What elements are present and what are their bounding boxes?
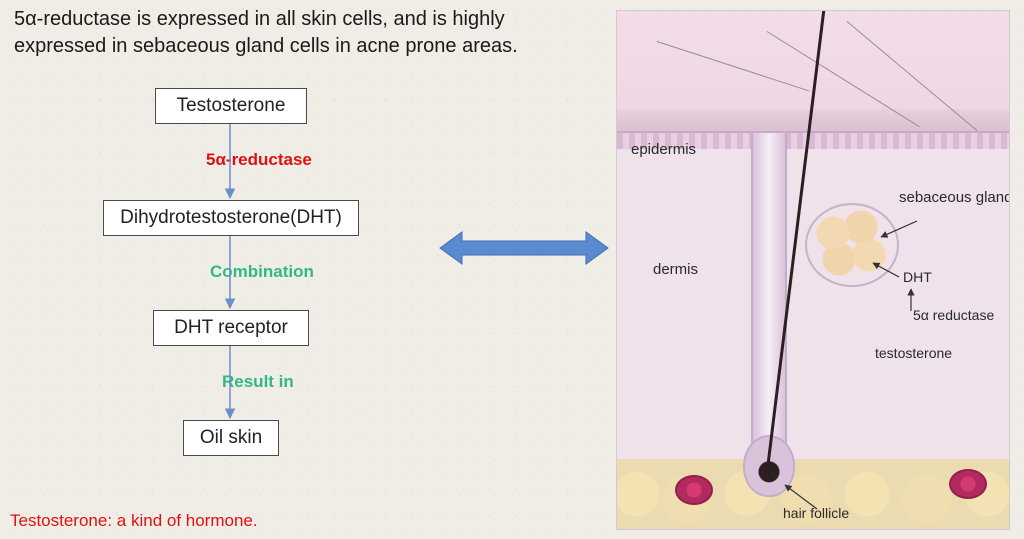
label-hair-follicle: hair follicle [783,505,849,521]
intro-text: 5α-reductase is expressed in all skin ce… [14,6,574,60]
skin-diagram: epidermis dermis sebaceous gland DHT 5α … [616,10,1010,530]
cell-shape [675,475,713,505]
label-testosterone: testosterone [875,345,952,361]
label-dermis: dermis [653,261,698,278]
footnote-text: Testosterone: a kind of hormone. [10,511,258,531]
flow-node-dht: Dihydrotestosterone(DHT) [103,200,359,236]
label-dht: DHT [903,269,932,285]
flow-node-testosterone: Testosterone [155,88,307,124]
hair-follicle [737,131,797,501]
label-sebaceous: sebaceous gland [899,189,1010,206]
cell-shape [949,469,987,499]
flow-node-dht-receptor: DHT receptor [153,310,309,346]
edge-label-result: Result in [222,372,294,392]
sebaceous-gland [809,207,895,283]
edge-label-combination: Combination [210,262,314,282]
edge-label-reductase: 5α-reductase [206,150,312,170]
flow-node-oil-skin: Oil skin [183,420,279,456]
label-5a-reductase: 5α reductase [913,307,994,323]
label-epidermis: epidermis [631,141,696,158]
